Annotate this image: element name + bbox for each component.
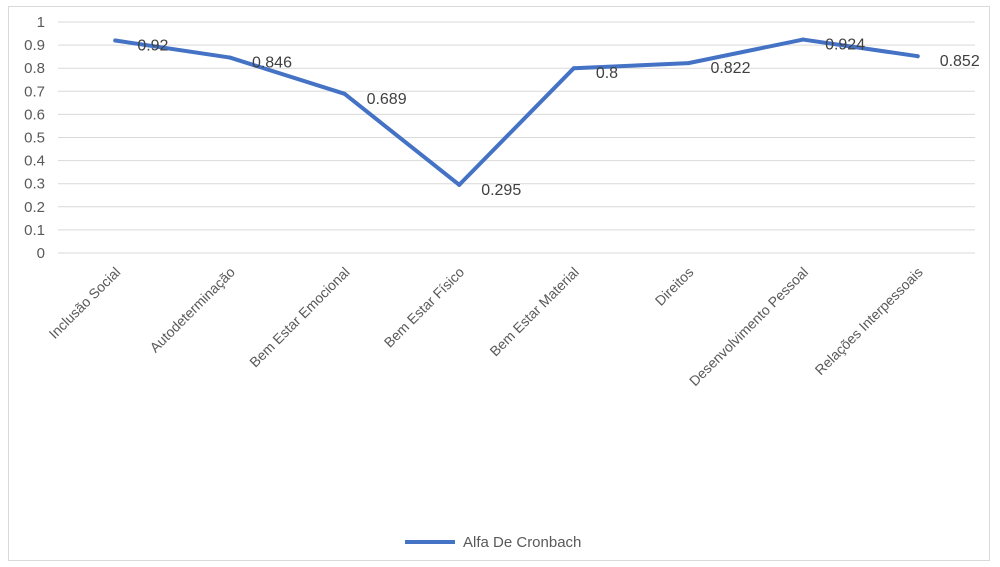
data-label: 0.8 <box>596 65 618 82</box>
y-tick-label: 0.9 <box>24 37 45 54</box>
y-axis-ticks: 0 0.1 0.2 0.3 0.4 0.5 0.6 0.7 0.8 0.9 1 <box>24 14 45 262</box>
y-tick-label: 0.5 <box>24 130 45 147</box>
gridlines <box>58 21 975 254</box>
data-point <box>801 37 806 42</box>
y-tick-label: 0.7 <box>24 83 45 100</box>
y-tick-label: 0.8 <box>24 60 45 77</box>
data-label: 0.822 <box>710 60 750 77</box>
legend-label: Alfa De Cronbach <box>463 534 581 551</box>
x-category-label: Bem Estar Físico <box>381 264 468 351</box>
x-axis-categories: Inclusão Social Autodeterminação Bem Estar… <box>46 264 926 389</box>
x-category-label: Inclusão Social <box>46 264 124 342</box>
y-tick-label: 0.2 <box>24 199 45 216</box>
data-point <box>457 182 462 187</box>
series-group <box>113 37 920 187</box>
data-point <box>342 91 347 96</box>
data-label: 0.689 <box>367 91 407 108</box>
data-label: 0.852 <box>940 53 980 70</box>
legend: Alfa De Cronbach <box>405 534 581 551</box>
y-tick-label: 0.1 <box>24 222 45 239</box>
data-point <box>571 66 576 71</box>
x-category-label: Autodeterminação <box>146 264 238 356</box>
x-category-label: Bem Estar Material <box>486 264 581 359</box>
data-point <box>686 61 691 66</box>
chart-container <box>8 6 990 561</box>
data-label: 0.846 <box>252 55 292 72</box>
x-category-label: Bem Estar Emocional <box>246 264 352 370</box>
x-category-label: Relações Interpessoais <box>812 264 926 378</box>
x-category-label: Direitos <box>652 264 697 309</box>
data-label: 0.295 <box>481 182 521 199</box>
data-labels: 0.92 0.846 0.689 0.295 0.8 0.822 0.924 0.852 <box>137 37 980 199</box>
y-tick-label: 0.3 <box>24 176 45 193</box>
y-tick-label: 0.6 <box>24 106 45 123</box>
y-tick-label: 0.4 <box>24 153 45 170</box>
series-line <box>113 37 920 187</box>
y-tick-label: 1 <box>37 14 45 31</box>
data-point <box>227 55 232 60</box>
data-point <box>915 54 920 59</box>
data-point <box>113 38 118 43</box>
data-label: 0.924 <box>825 37 865 54</box>
data-label: 0.92 <box>137 37 168 54</box>
y-tick-label: 0 <box>37 245 45 262</box>
x-category-label: Desenvolvimento Pessoal <box>686 264 811 389</box>
